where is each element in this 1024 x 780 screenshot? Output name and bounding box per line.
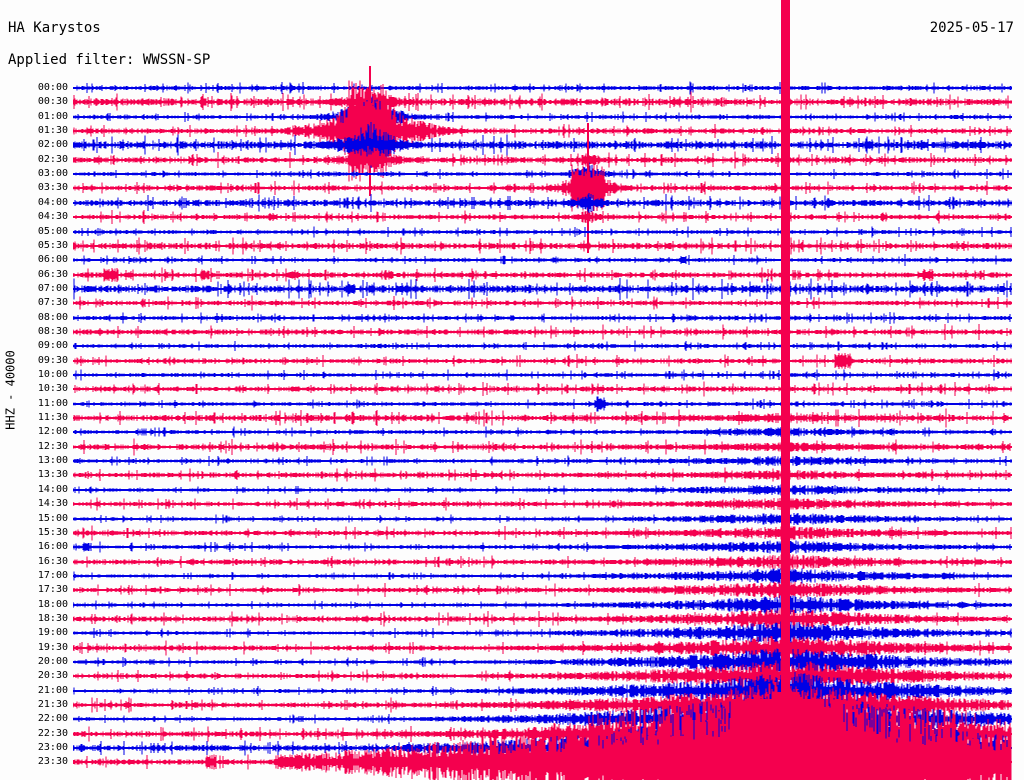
row-time-label: 16:00 [37,541,68,553]
row-time-label: 05:30 [37,239,68,251]
seismic-trace-row [73,396,1012,412]
seismic-trace-row [73,209,1012,225]
seismic-trace-row [73,382,1012,397]
row-time-label: 02:30 [37,153,68,165]
seismic-trace-row [73,237,1012,255]
seismic-trace-row [73,525,1012,541]
seismic-trace-row [73,497,1012,511]
seismic-trace-row [73,553,1012,570]
seismic-trace-row [73,81,1012,95]
row-time-label: 14:30 [37,498,68,510]
seismic-trace-row [73,567,1012,584]
seismic-trace-row [73,511,1012,526]
row-time-label: 05:00 [37,225,68,237]
row-time-label: 07:00 [37,282,68,294]
seismic-trace-row [73,66,1012,197]
row-time-label: 23:00 [37,742,68,754]
seismic-trace-row [73,369,1012,381]
row-time-label: 00:30 [37,96,68,108]
station-title: HA Karystos [8,20,101,36]
seismic-trace-row [73,468,1012,483]
row-time-label: 22:00 [37,713,68,725]
seismic-trace-row [73,647,1012,677]
row-time-label: 19:30 [37,641,68,653]
seismic-trace-row [73,192,1012,213]
row-time-label: 08:30 [37,325,68,337]
seismic-trace-row [73,438,1012,456]
row-time-label: 12:30 [37,440,68,452]
row-time-label: 15:30 [37,526,68,538]
row-time-label: 17:00 [37,569,68,581]
row-time-label: 08:00 [37,311,68,323]
row-time-label: 22:30 [37,727,68,739]
seismic-trace-row [73,254,1012,266]
seismic-trace-row [73,311,1012,324]
row-time-label: 18:00 [37,598,68,610]
row-time-label: 06:30 [37,268,68,280]
row-time-label: 13:30 [37,469,68,481]
seismic-trace-row [73,225,1012,238]
row-time-label: 18:30 [37,612,68,624]
row-time-label: 03:30 [37,182,68,194]
saturated-event-band [781,0,790,780]
row-time-label: 17:30 [37,584,68,596]
row-time-label: 04:30 [37,211,68,223]
row-time-label: 16:30 [37,555,68,567]
row-time-label: 07:30 [37,297,68,309]
row-time-label: 09:30 [37,354,68,366]
row-time-label: 12:00 [37,426,68,438]
row-time-label: 19:00 [37,627,68,639]
record-date: 2025-05-17 [929,20,1014,36]
applied-filter-label: Applied filter: WWSSN-SP [8,52,211,68]
seismic-trace-row [73,352,1012,369]
seismic-trace-row [73,408,1012,428]
row-time-label: 03:00 [37,168,68,180]
seismic-trace-row [73,581,1012,599]
seismic-trace-row [73,266,1012,283]
row-time-label: 06:00 [37,254,68,266]
row-time-label: 23:30 [37,756,68,768]
seismic-trace-row [73,277,1012,301]
seismic-trace-row [73,621,1012,646]
seismic-trace-row [73,635,1012,660]
row-time-label: 20:30 [37,670,68,682]
row-time-label: 11:30 [37,412,68,424]
row-time-label: 15:00 [37,512,68,524]
seismic-trace-row [73,122,1012,169]
row-time-label: 21:00 [37,684,68,696]
seismic-trace-row [73,123,1012,254]
row-time-label: 01:30 [37,125,68,137]
seismic-trace-row [73,323,1012,340]
seismic-trace-row [73,595,1012,615]
mega-event-coda [771,692,955,780]
row-time-label: 21:30 [37,699,68,711]
seismic-trace-row [73,295,1012,311]
row-time-label: 10:30 [37,383,68,395]
seismic-trace-row [73,340,1012,352]
seismic-trace-row [73,608,1012,630]
row-time-label: 20:00 [37,656,68,667]
row-time-label: 00:00 [37,82,68,93]
seismic-trace-row [73,484,1012,496]
seismic-trace-row [73,539,1012,555]
seismic-trace-row [73,145,1012,174]
row-time-label: 11:00 [37,397,68,409]
seismic-trace-row [73,426,1012,438]
row-time-label: 09:00 [37,340,68,352]
row-time-label: 14:00 [37,483,68,495]
row-time-label: 10:00 [37,369,68,380]
row-time-label: 04:00 [37,196,68,208]
seismic-trace-row [73,455,1012,467]
row-time-label: 13:00 [37,455,68,467]
row-time-label: 02:00 [37,139,68,151]
row-time-label: 01:00 [37,110,68,122]
